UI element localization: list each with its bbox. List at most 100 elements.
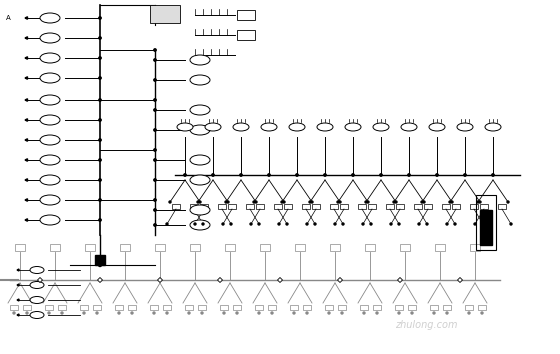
Circle shape (278, 223, 280, 225)
Bar (85, 244, 95, 251)
Circle shape (154, 159, 156, 161)
Circle shape (99, 159, 101, 161)
Circle shape (395, 201, 397, 203)
Circle shape (154, 209, 156, 211)
Bar (198, 305, 206, 310)
Circle shape (436, 174, 438, 176)
Circle shape (118, 312, 120, 314)
Bar (414, 204, 422, 209)
Circle shape (426, 223, 428, 225)
Ellipse shape (373, 123, 389, 131)
Ellipse shape (190, 55, 210, 65)
Circle shape (507, 201, 509, 203)
Bar (93, 305, 101, 310)
Circle shape (166, 223, 168, 225)
Circle shape (468, 312, 470, 314)
Circle shape (99, 179, 101, 181)
Circle shape (365, 201, 367, 203)
Circle shape (230, 223, 232, 225)
Ellipse shape (429, 123, 445, 131)
Circle shape (454, 223, 456, 225)
Bar (443, 305, 451, 310)
Circle shape (188, 312, 190, 314)
Bar (358, 204, 366, 209)
Bar (373, 305, 381, 310)
Circle shape (225, 201, 227, 203)
Bar (360, 305, 368, 310)
Polygon shape (17, 314, 19, 316)
Circle shape (271, 312, 273, 314)
Bar (330, 244, 340, 251)
Circle shape (131, 312, 133, 314)
Circle shape (296, 174, 298, 176)
Ellipse shape (261, 123, 277, 131)
Polygon shape (458, 278, 463, 282)
Bar (396, 204, 404, 209)
Circle shape (352, 174, 354, 176)
Polygon shape (278, 278, 282, 282)
Bar (185, 305, 193, 310)
Ellipse shape (485, 123, 501, 131)
Circle shape (474, 223, 476, 225)
Bar (325, 305, 333, 310)
Bar (128, 305, 136, 310)
Circle shape (258, 223, 260, 225)
Bar (480, 204, 488, 209)
Circle shape (61, 312, 63, 314)
Circle shape (376, 312, 378, 314)
Circle shape (99, 37, 101, 39)
Ellipse shape (401, 123, 417, 131)
Circle shape (169, 201, 171, 203)
Ellipse shape (345, 123, 361, 131)
Ellipse shape (190, 205, 210, 215)
Circle shape (166, 312, 168, 314)
Bar (274, 204, 282, 209)
Circle shape (451, 201, 453, 203)
Circle shape (250, 223, 252, 225)
Bar (435, 244, 445, 251)
Circle shape (324, 174, 326, 176)
Bar (452, 204, 460, 209)
Circle shape (362, 223, 364, 225)
Circle shape (398, 223, 400, 225)
Circle shape (306, 312, 308, 314)
Polygon shape (25, 139, 27, 141)
Bar (290, 305, 298, 310)
Circle shape (311, 201, 313, 203)
Bar (430, 305, 438, 310)
Bar (480, 210, 492, 245)
Bar (312, 204, 320, 209)
Polygon shape (25, 179, 27, 181)
Circle shape (201, 312, 203, 314)
Bar (442, 204, 450, 209)
Ellipse shape (177, 123, 193, 131)
Polygon shape (17, 299, 19, 301)
Circle shape (154, 79, 156, 81)
Circle shape (154, 129, 156, 131)
Circle shape (154, 179, 156, 181)
Polygon shape (25, 159, 27, 161)
Bar (386, 204, 394, 209)
Polygon shape (157, 278, 162, 282)
Circle shape (99, 219, 101, 221)
Bar (120, 244, 130, 251)
Circle shape (342, 223, 344, 225)
Bar (340, 204, 348, 209)
Circle shape (99, 199, 101, 201)
Circle shape (418, 223, 420, 225)
Circle shape (199, 201, 201, 203)
Circle shape (423, 201, 425, 203)
Circle shape (421, 201, 423, 203)
Circle shape (13, 312, 15, 314)
Bar (23, 305, 31, 310)
Bar (465, 305, 473, 310)
Circle shape (328, 312, 330, 314)
Bar (80, 305, 88, 310)
Circle shape (153, 312, 155, 314)
Circle shape (281, 201, 283, 203)
Ellipse shape (40, 175, 60, 185)
Circle shape (339, 201, 341, 203)
Bar (268, 305, 276, 310)
Bar (115, 305, 123, 310)
Bar (365, 244, 375, 251)
